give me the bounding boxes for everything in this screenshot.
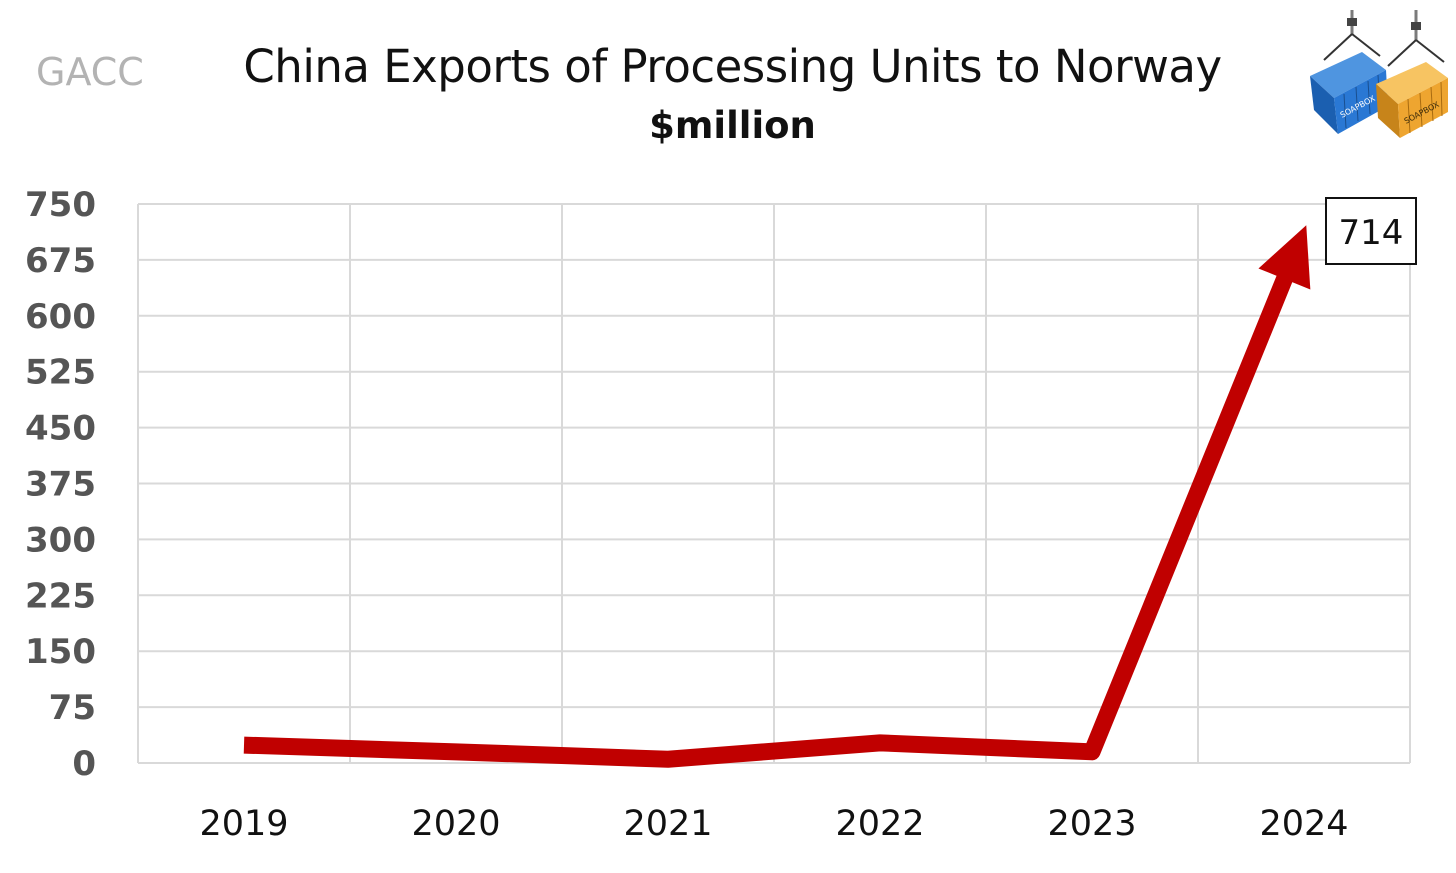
y-tick-label-8: 600 bbox=[25, 297, 96, 337]
callout-box bbox=[1325, 197, 1417, 265]
y-tick-label-4: 300 bbox=[25, 520, 96, 560]
y-tick-label-5: 375 bbox=[25, 465, 96, 505]
series-layer bbox=[243, 225, 1311, 768]
series-line bbox=[243, 272, 1294, 768]
value-callout: 714 bbox=[1325, 197, 1417, 265]
series-arrowhead bbox=[1258, 225, 1311, 290]
y-tick-label-7: 525 bbox=[25, 353, 96, 393]
y-axis-ticks: 0 75 150 225 300 375 450 525 600 675 750 bbox=[25, 185, 96, 784]
chart-grid bbox=[137, 203, 1411, 764]
y-tick-label-3: 225 bbox=[25, 576, 96, 616]
y-tick-label-9: 675 bbox=[25, 241, 96, 281]
y-tick-label-1: 75 bbox=[49, 688, 96, 728]
x-tick-label-5: 2024 bbox=[1259, 804, 1348, 844]
source-label: GACC bbox=[36, 50, 144, 94]
x-tick-label-2: 2021 bbox=[623, 804, 712, 844]
x-tick-label-4: 2023 bbox=[1047, 804, 1136, 844]
x-tick-label-1: 2020 bbox=[411, 804, 500, 844]
x-tick-label-0: 2019 bbox=[199, 804, 288, 844]
y-tick-label-0: 0 bbox=[72, 744, 96, 784]
x-axis-ticks: 2019 2020 2021 2022 2023 2024 bbox=[199, 804, 1348, 844]
x-tick-label-3: 2022 bbox=[835, 804, 924, 844]
y-tick-label-6: 450 bbox=[25, 409, 96, 449]
chart-subtitle: $million bbox=[649, 104, 816, 147]
y-tick-label-2: 150 bbox=[25, 632, 96, 672]
shipping-containers-icon: SOAPBOX SOAPBOX bbox=[1310, 10, 1448, 138]
chart-title: China Exports of Processing Units to Nor… bbox=[243, 40, 1222, 93]
y-tick-label-10: 750 bbox=[25, 185, 96, 225]
callout-value-label: 714 bbox=[1339, 213, 1404, 253]
